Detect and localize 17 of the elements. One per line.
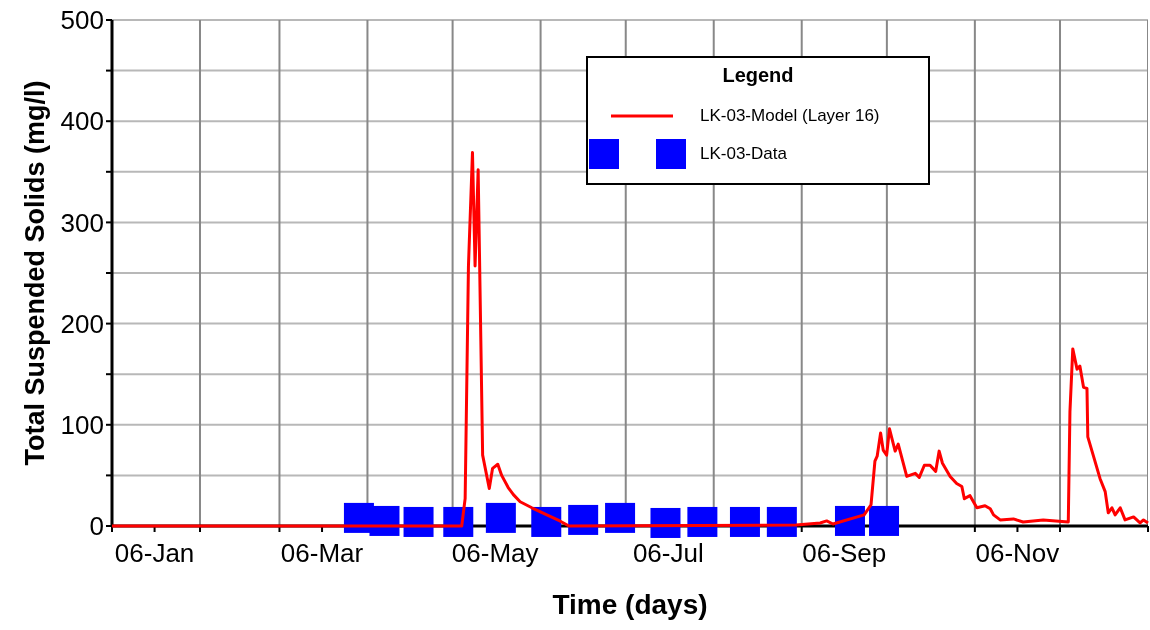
legend-label: LK-03-Model (Layer 16)	[700, 106, 880, 126]
y-tick-label: 400	[60, 106, 104, 137]
y-tick-label: 100	[60, 410, 104, 441]
x-tick-label: 06-Nov	[975, 538, 1060, 568]
y-axis-title: Total Suspended Solids (mg/l)	[19, 80, 50, 466]
legend-label: LK-03-Data	[700, 144, 787, 164]
legend-title: Legend	[721, 64, 795, 87]
x-tick-label: 06-Sep	[802, 538, 887, 568]
y-tick-label: 300	[60, 207, 104, 238]
y-tick-label: 200	[60, 308, 104, 339]
x-axis-title: Time (days)	[552, 589, 708, 620]
y-tick-label: 500	[60, 5, 104, 36]
x-tick-label: 06-Mar	[280, 538, 364, 568]
y-tick-label: 0	[89, 511, 104, 542]
x-tick-label: 06-Jan	[114, 538, 195, 568]
x-tick-label: 06-May	[451, 538, 539, 568]
x-tick-label: 06-Jul	[632, 538, 704, 568]
